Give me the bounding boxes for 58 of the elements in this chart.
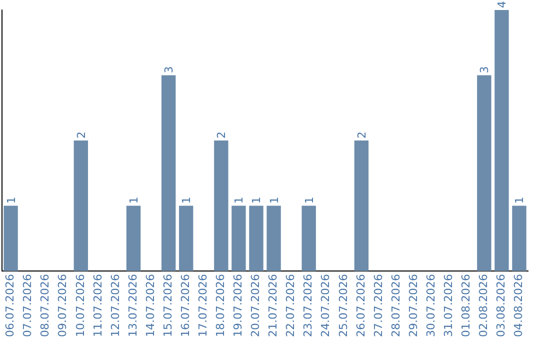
x-tick-label: 02.08.2026 — [477, 274, 490, 338]
x-tick-label: 08.07.2026 — [38, 274, 52, 338]
x-tick-label: 06.07.2026 — [4, 274, 17, 338]
x-tick-label: 25.07.2026 — [336, 274, 350, 338]
x-tick-label: 29.07.2026 — [406, 274, 420, 338]
data-label: 1 — [302, 196, 316, 204]
x-tick-label: 07.07.2026 — [21, 274, 34, 338]
bar — [126, 206, 141, 272]
bar — [266, 206, 281, 272]
x-tick-label: 16.07.2026 — [178, 274, 192, 338]
data-label: 1 — [513, 196, 526, 204]
x-tick-label: 22.07.2026 — [284, 274, 298, 338]
x-tick-label: 24.07.2026 — [319, 274, 332, 338]
bar — [354, 140, 369, 272]
x-tick-label: 11.07.2026 — [91, 274, 104, 338]
x-tick-label: 18.07.2026 — [214, 274, 228, 338]
data-label: 1 — [232, 196, 246, 204]
data-label: 3 — [162, 66, 176, 74]
data-label: 1 — [250, 196, 264, 204]
bar — [179, 206, 194, 272]
bar — [214, 140, 228, 272]
x-tick-label: 13.07.2026 — [126, 274, 140, 338]
x-tick-label: 27.07.2026 — [372, 274, 385, 338]
data-label: 1 — [128, 196, 140, 204]
x-tick-label: 31.07.2026 — [442, 274, 455, 338]
x-tick-label: 01.08.2026 — [459, 274, 472, 338]
data-label: 4 — [496, 1, 509, 8]
data-label: 2 — [355, 132, 368, 139]
x-tick-label: 04.08.2026 — [512, 274, 526, 338]
data-label: 1 — [180, 196, 194, 204]
data-label: 1 — [268, 196, 281, 204]
bar — [161, 75, 176, 272]
x-tick-label: 28.07.2026 — [389, 274, 402, 338]
x-tick-label: 09.07.2026 — [56, 274, 70, 338]
x-tick-label: 20.07.2026 — [249, 274, 262, 338]
bar — [232, 206, 246, 272]
bar — [494, 10, 509, 272]
bar — [512, 206, 526, 272]
x-tick-label: 03.08.2026 — [494, 274, 508, 338]
x-tick-label: 17.07.2026 — [196, 274, 210, 338]
bar — [4, 206, 18, 272]
data-label: 3 — [478, 66, 492, 74]
x-tick-label: 21.07.2026 — [266, 274, 280, 338]
x-tick-label: 26.07.2026 — [354, 274, 368, 338]
bar — [477, 75, 492, 272]
x-tick-label: 15.07.2026 — [161, 274, 174, 338]
bar — [302, 206, 316, 272]
data-label: 1 — [4, 196, 18, 204]
data-label: 2 — [215, 132, 228, 139]
x-tick-label: 30.07.2026 — [424, 274, 438, 338]
data-label: 2 — [74, 132, 88, 139]
x-tick-label: 12.07.2026 — [108, 274, 122, 338]
bar — [249, 206, 264, 272]
bar — [74, 140, 88, 272]
x-tick-label: 10.07.2026 — [74, 274, 87, 338]
x-tick-label: 14.07.2026 — [144, 274, 157, 338]
x-tick-label: 19.07.2026 — [232, 274, 245, 338]
x-tick-label: 23.07.2026 — [302, 274, 315, 338]
